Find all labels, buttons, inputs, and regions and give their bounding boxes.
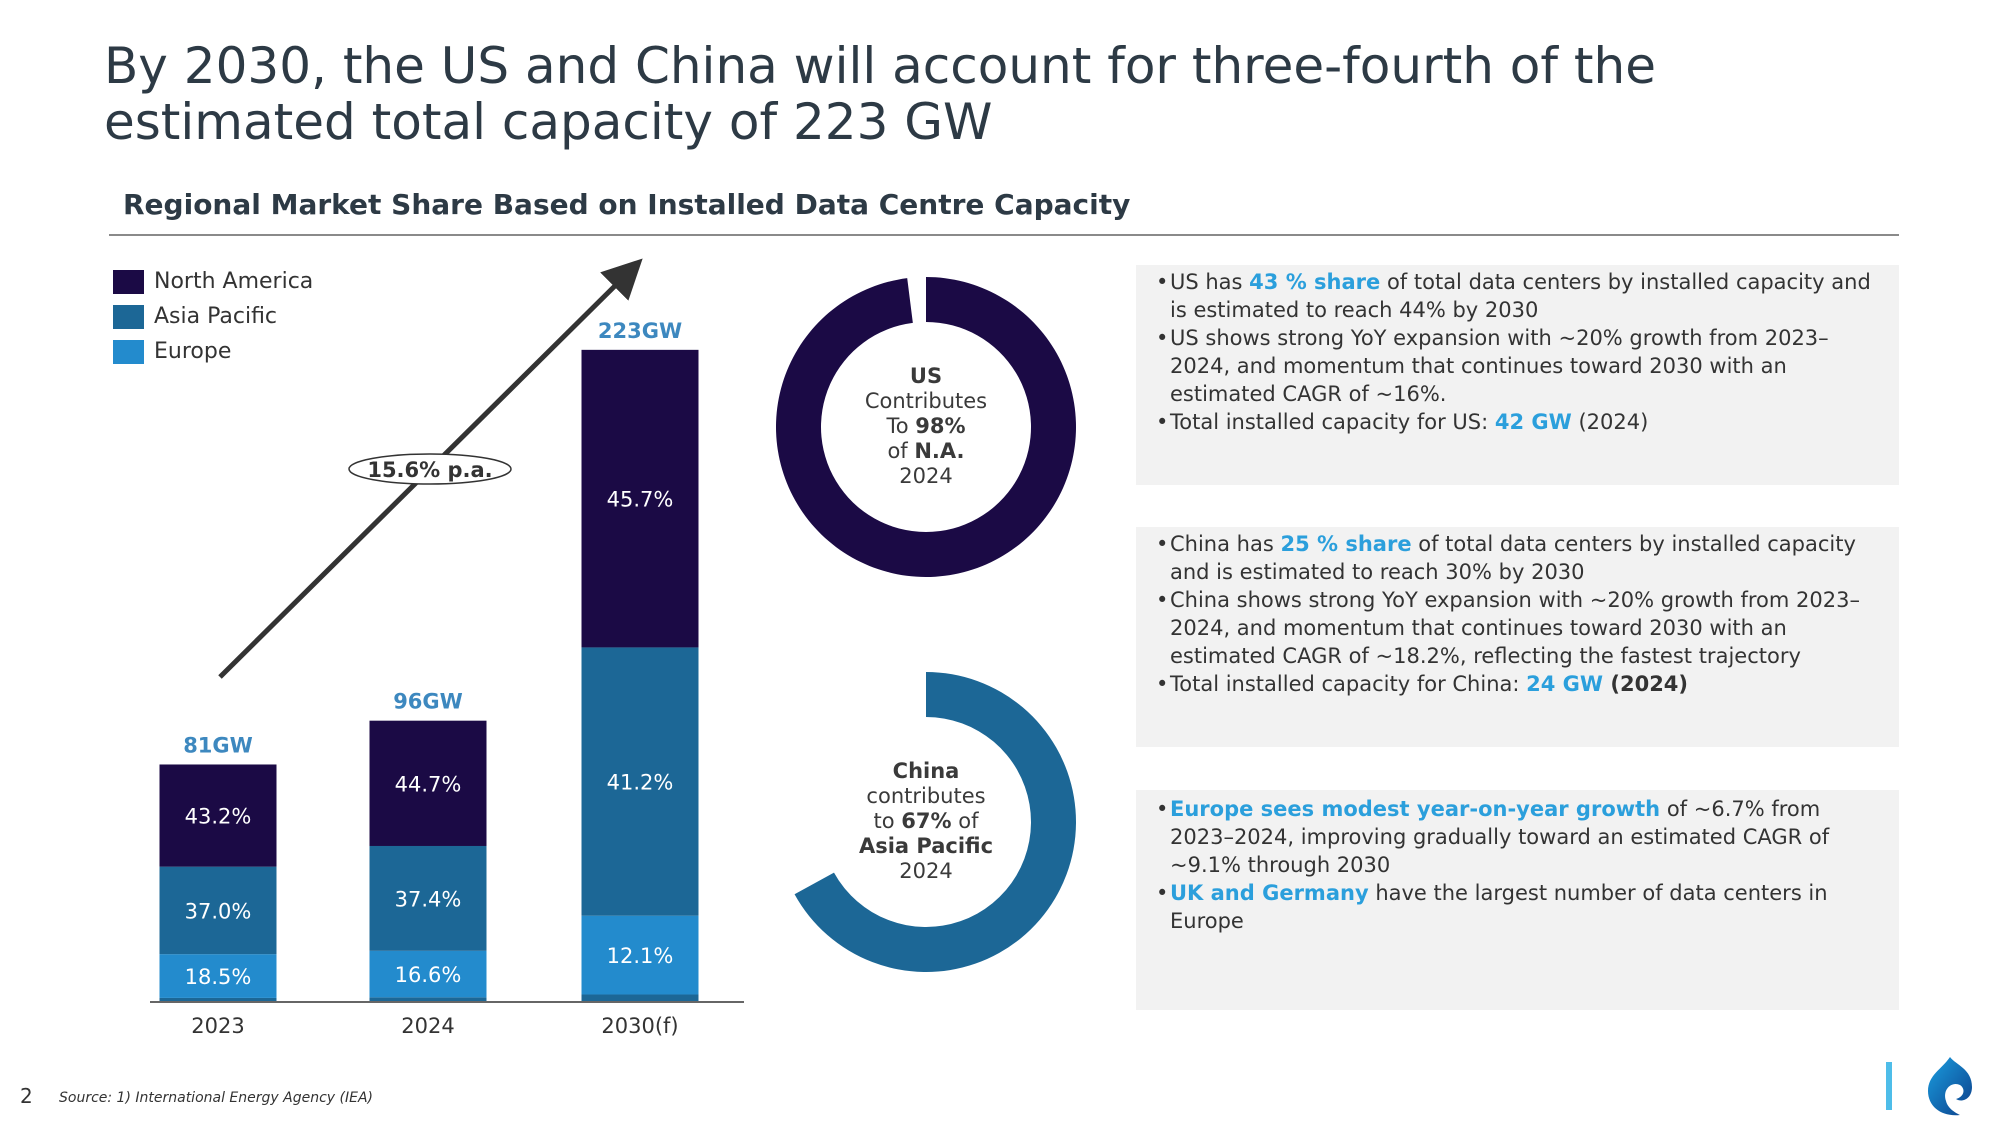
cagr-ellipse	[348, 453, 512, 485]
donut-year: 2024	[899, 464, 953, 488]
page-number: 2	[20, 1084, 33, 1108]
bar-segment-north-america	[581, 349, 699, 648]
bar-segment-other	[581, 994, 699, 1001]
europe-info-box: Europe sees modest year-on-year growth o…	[1136, 790, 1899, 1010]
bar-total-label: 81GW	[183, 733, 253, 757]
segment-label: 37.4%	[395, 887, 462, 911]
cagr-label: 15.6% p.a.	[367, 458, 492, 482]
bar-segment-asia-pacific	[159, 866, 277, 955]
x-tick-label: 2023	[191, 1014, 244, 1038]
company-logo-icon	[1928, 1057, 1972, 1116]
legend-swatch	[113, 339, 144, 364]
source-note: Source: 1) International Energy Agency (…	[59, 1090, 373, 1106]
segment-label: 18.5%	[185, 965, 252, 989]
bullet: China has 25 % share of total data cente…	[1156, 530, 1883, 586]
china-donut-label: China contributes to 67% of Asia Pacific…	[826, 759, 1026, 884]
page-title: By 2030, the US and China will account f…	[104, 37, 1656, 151]
china-donut-arc	[794, 672, 1076, 972]
segment-label: 12.1%	[607, 944, 674, 968]
accent-bar	[1886, 1062, 1892, 1110]
donut-text: Contributes	[864, 389, 988, 413]
segment-label: 43.2%	[185, 805, 252, 829]
bar-segment-other	[369, 997, 487, 1001]
legend-swatch	[113, 304, 144, 329]
donut-text: Asia Pacific	[858, 834, 994, 858]
donut-value: 67%	[901, 809, 952, 833]
bar-total-label: 223GW	[598, 319, 682, 343]
bar-segment-north-america	[369, 720, 487, 846]
legend-label: Europe	[154, 339, 232, 364]
bar-total-label: 96GW	[393, 690, 463, 714]
donut-text: China	[892, 759, 960, 783]
legend-swatch	[113, 269, 144, 294]
bullet: Total installed capacity for China: 24 G…	[1156, 670, 1883, 698]
bullet: UK and Germany have the largest number o…	[1156, 879, 1883, 935]
bar-segment-europe	[159, 954, 277, 998]
segment-label: 45.7%	[607, 488, 674, 512]
legend-item-asia-pacific: Asia Pacific	[113, 304, 277, 329]
donut-text: N.A.	[914, 439, 965, 463]
segment-label: 37.0%	[185, 899, 252, 923]
bullet: China shows strong YoY expansion with ~2…	[1156, 586, 1883, 670]
bullet: Total installed capacity for US: 42 GW (…	[1156, 408, 1883, 436]
bullet: US shows strong YoY expansion with ~20% …	[1156, 324, 1883, 408]
bar-segment-asia-pacific	[581, 647, 699, 916]
bullet: Europe sees modest year-on-year growth o…	[1156, 795, 1883, 879]
us-donut-label: US Contributes To 98% of N.A. 2024	[826, 364, 1026, 489]
bar-segment-asia-pacific	[369, 845, 487, 951]
us-donut-arc	[776, 277, 1076, 577]
donut-value: 98%	[915, 414, 966, 438]
donut-text: to	[873, 809, 902, 833]
bar-segment-north-america	[159, 764, 277, 867]
china-info-box: China has 25 % share of total data cente…	[1136, 527, 1899, 747]
segment-label: 16.6%	[395, 963, 462, 987]
donut-text: To	[886, 414, 916, 438]
donut-text: of	[951, 809, 979, 833]
bar-segment-europe	[581, 915, 699, 995]
x-tick-label: 2024	[401, 1014, 454, 1038]
legend-label: Asia Pacific	[154, 304, 278, 329]
legend-item-north-america: North America	[113, 269, 313, 294]
bar-segment-europe	[369, 950, 487, 998]
x-tick-label: 2030(f)	[601, 1014, 678, 1038]
donut-text: contributes	[866, 784, 986, 808]
donut-year: 2024	[899, 859, 953, 883]
chart-subtitle: Regional Market Share Based on Installed…	[123, 188, 1131, 221]
segment-label: 41.2%	[607, 771, 674, 795]
legend-item-europe: Europe	[113, 339, 231, 364]
donut-text: of	[887, 439, 915, 463]
us-info-box: US has 43 % share of total data centers …	[1136, 265, 1899, 485]
legend-label: North America	[154, 269, 314, 294]
segment-label: 44.7%	[395, 772, 462, 796]
bar-segment-other	[159, 997, 277, 1001]
donut-text: US	[909, 364, 943, 388]
divider	[109, 234, 1899, 236]
bullet: US has 43 % share of total data centers …	[1156, 268, 1883, 324]
